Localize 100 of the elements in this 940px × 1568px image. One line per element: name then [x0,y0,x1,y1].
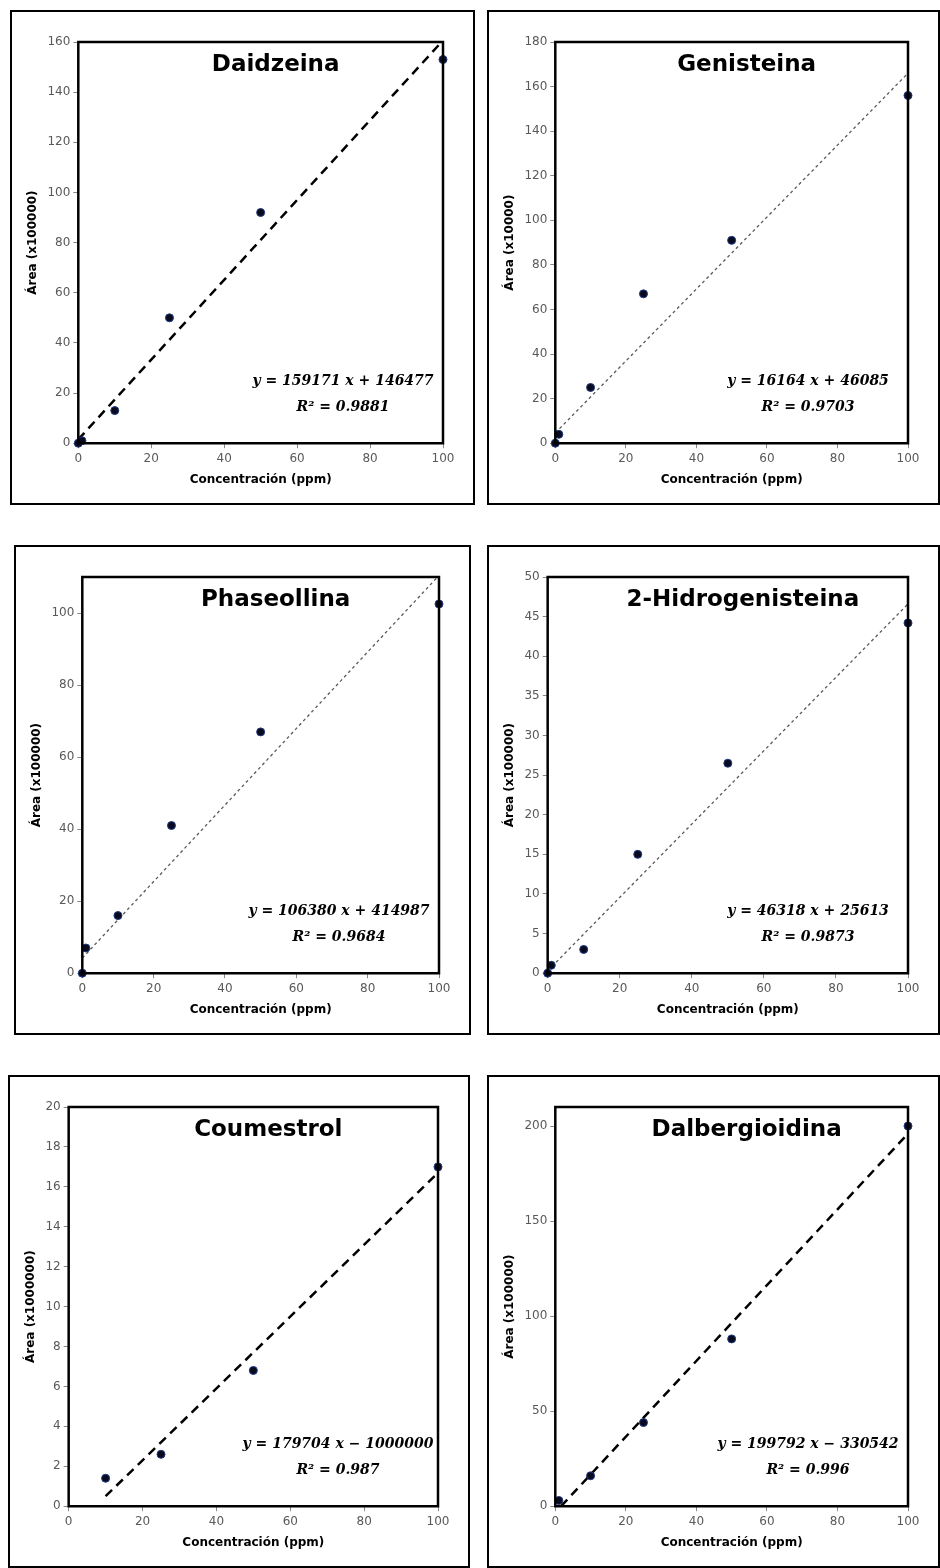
chart-title: 2-Hidrogenisteina [626,585,860,612]
point [638,1418,648,1428]
x-tick-label: 80 [356,1513,372,1528]
x-tick-label: 80 [362,450,378,465]
point [101,1473,111,1483]
annotation: y = 16164 x + 46085 [726,372,889,389]
x-tick-label: 20 [618,1513,634,1528]
x-tick-label: 80 [828,980,844,995]
y-axis-title: Área (x1000000) [22,1250,38,1363]
y-tick-label: 120 [524,167,548,182]
annotation: R² = 0.9873 [760,928,855,945]
y-tick-label: 0 [532,965,540,980]
y-tick-label: 14 [45,1218,61,1233]
y-tick-label: 18 [45,1139,61,1154]
y-tick-label: 20 [59,893,75,908]
x-tick-label: 60 [289,450,305,465]
point [110,406,120,416]
y-tick-label: 0 [53,1498,61,1513]
x-tick-label: 60 [759,450,775,465]
x-tick-label: 80 [360,980,376,995]
y-tick-label: 60 [532,301,548,316]
point [586,1471,596,1481]
y-tick-label: 20 [524,806,540,821]
y-tick-label: 0 [539,1498,548,1513]
x-tick-label: 60 [759,1513,775,1528]
x-tick-label: 40 [688,1513,705,1528]
x-tick-label: 0 [551,1513,560,1528]
y-tick-label: 10 [524,886,540,901]
x-tick-label: 80 [829,450,846,465]
y-tick-label: 16 [45,1178,61,1193]
x-tick-label: 100 [426,1513,450,1528]
annotation: R² = 0.996 [765,1461,850,1478]
y-tick-label: 4 [53,1418,61,1433]
point [164,313,174,323]
y-tick-label: 40 [532,346,548,361]
y-tick-label: 100 [51,605,75,620]
y-tick-label: 150 [524,1213,548,1228]
x-tick-label: 40 [688,450,705,465]
y-tick-label: 12 [45,1258,61,1273]
x-tick-label: 40 [684,980,700,995]
x-tick-label: 100 [896,450,920,465]
x-axis-title: Concentración (ppm) [189,1001,332,1016]
y-tick-label: 160 [47,34,71,49]
y-tick-label: 40 [524,648,540,663]
y-tick-label: 5 [532,925,540,940]
x-tick-label: 40 [208,1513,225,1528]
y-tick-label: 100 [47,184,71,199]
y-axis-title: Área (x100000) [501,722,517,828]
point [156,1449,166,1459]
y-tick-label: 60 [55,284,71,299]
x-axis-title: Concentración (ppm) [656,1001,799,1016]
x-tick-label: 20 [618,450,634,465]
x-tick-label: 60 [288,980,304,995]
y-tick-label: 40 [55,335,71,350]
x-tick-label: 0 [78,980,87,995]
point [113,911,123,921]
point [727,1334,737,1344]
annotation: y = 159171 x + 146477 [251,372,434,389]
y-tick-label: 20 [45,1099,61,1114]
x-tick-label: 100 [431,450,455,465]
point [256,208,266,218]
y-tick-label: 80 [55,234,71,249]
x-tick-label: 20 [146,980,162,995]
annotation: R² = 0.9703 [760,398,855,415]
y-tick-label: 0 [539,435,548,450]
annotation: y = 179704 x − 1000000 [241,1435,434,1452]
chart-title: Dalbergioidina [651,1115,842,1142]
y-tick-label: 0 [66,965,75,980]
y-tick-label: 15 [524,846,540,861]
point [166,821,176,831]
y-axis-title: Área (x10000) [501,194,517,291]
y-tick-label: 50 [532,1403,548,1418]
x-tick-label: 20 [612,980,628,995]
point [727,235,737,245]
y-tick-label: 6 [53,1378,61,1393]
chart-title: Daidzeina [211,50,340,77]
y-tick-label: 0 [62,435,71,450]
x-tick-label: 0 [551,450,560,465]
chart-title: Genisteina [677,50,817,77]
point [256,727,266,737]
chart-title: Coumestrol [194,1115,343,1142]
y-axis-title: Área (x100000) [28,722,44,828]
x-axis-title: Concentración (ppm) [182,1534,325,1549]
y-tick-label: 45 [524,608,540,623]
x-axis-title: Concentración (ppm) [660,1534,803,1549]
y-tick-label: 20 [55,385,71,400]
y-axis-title: Área (x100000) [24,190,40,295]
y-tick-label: 2 [53,1458,61,1473]
y-axis-title: Área (x100000) [501,1254,517,1359]
y-tick-label: 140 [47,84,71,99]
annotation: R² = 0.987 [295,1461,380,1478]
x-tick-label: 60 [282,1513,298,1528]
point [633,849,643,859]
x-tick-label: 20 [143,450,159,465]
x-tick-label: 100 [427,980,451,995]
y-tick-label: 80 [59,677,75,692]
y-tick-label: 100 [524,212,548,227]
annotation: y = 106380 x + 414987 [247,902,430,919]
x-tick-label: 100 [896,980,920,995]
x-tick-label: 80 [829,1513,846,1528]
